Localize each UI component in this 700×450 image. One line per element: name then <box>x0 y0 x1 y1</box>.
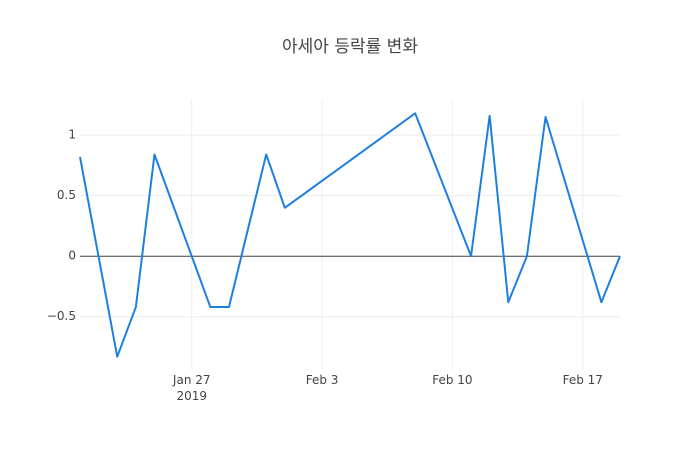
y-tick-label: −0.5 <box>47 309 76 323</box>
x-tick-label: Jan 27 2019 <box>172 373 211 403</box>
chart-title: 아세아 등락률 변화 <box>282 37 418 57</box>
x-tick-label: Feb 3 <box>305 373 339 387</box>
y-tick-label: 0 <box>68 249 76 263</box>
line-series <box>79 112 621 358</box>
x-tick-label: Feb 17 <box>562 373 603 387</box>
y-tick-label: 1 <box>68 128 76 142</box>
x-tick-label: Feb 10 <box>432 373 473 387</box>
y-tick-label: 0.5 <box>57 188 76 202</box>
